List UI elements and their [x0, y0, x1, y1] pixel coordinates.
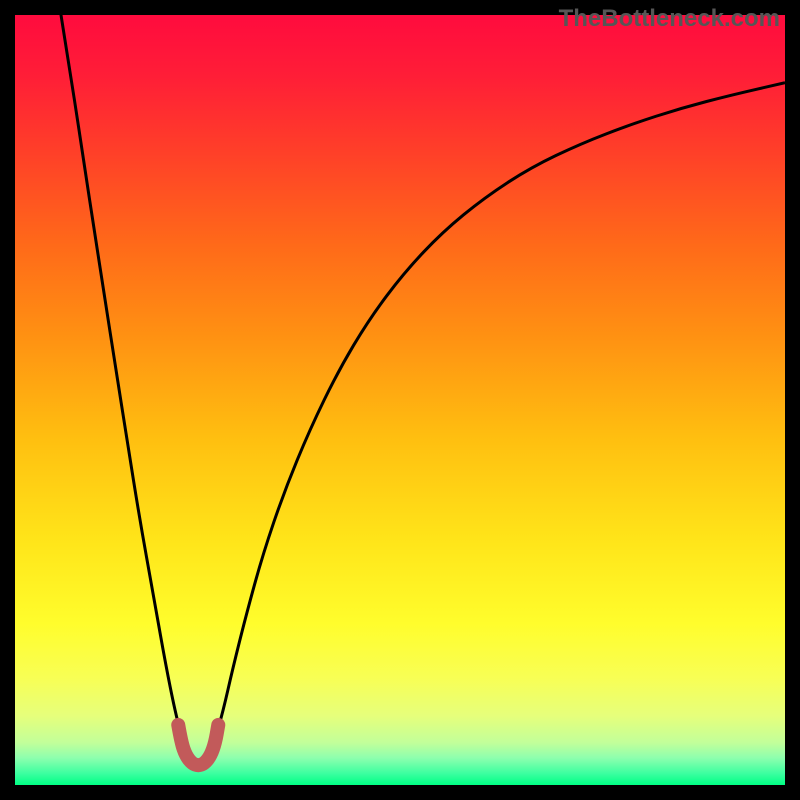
watermark-text: TheBottleneck.com: [559, 5, 780, 33]
chart-container: TheBottleneck.com: [0, 0, 800, 800]
chart-background: [15, 15, 785, 785]
bottleneck-chart-svg: [15, 15, 785, 785]
